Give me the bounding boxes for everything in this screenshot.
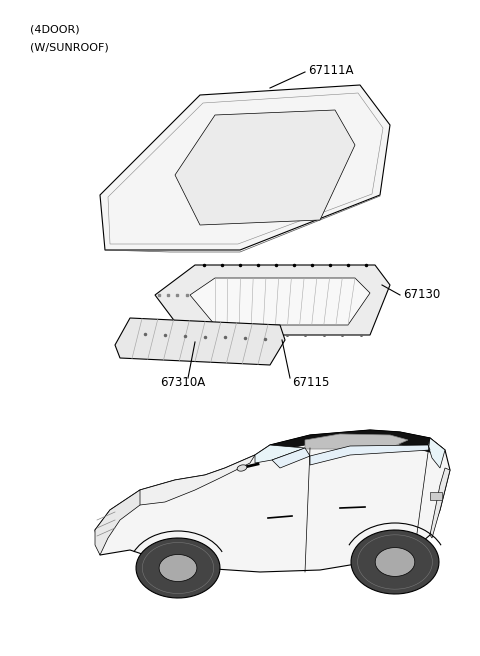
Polygon shape (272, 448, 310, 468)
Polygon shape (255, 445, 305, 463)
Polygon shape (190, 278, 370, 325)
Polygon shape (155, 265, 390, 335)
Polygon shape (159, 554, 197, 581)
Polygon shape (351, 530, 439, 594)
Text: (W/SUNROOF): (W/SUNROOF) (30, 42, 109, 52)
Text: 67130: 67130 (403, 289, 440, 302)
Polygon shape (95, 430, 450, 572)
Polygon shape (310, 445, 430, 465)
Polygon shape (100, 85, 390, 250)
Text: 67111A: 67111A (308, 64, 353, 77)
Ellipse shape (237, 465, 247, 471)
Polygon shape (115, 318, 285, 365)
Text: 67310A: 67310A (160, 375, 205, 388)
Text: 67115: 67115 (292, 375, 329, 388)
Text: (4DOOR): (4DOOR) (30, 25, 80, 35)
Bar (430, 492, 442, 500)
Polygon shape (428, 438, 445, 468)
Polygon shape (175, 110, 355, 225)
Polygon shape (375, 548, 415, 577)
Polygon shape (95, 490, 140, 555)
Polygon shape (255, 430, 445, 458)
Polygon shape (305, 434, 408, 450)
Polygon shape (130, 455, 255, 505)
Polygon shape (430, 468, 450, 538)
Polygon shape (136, 538, 220, 598)
